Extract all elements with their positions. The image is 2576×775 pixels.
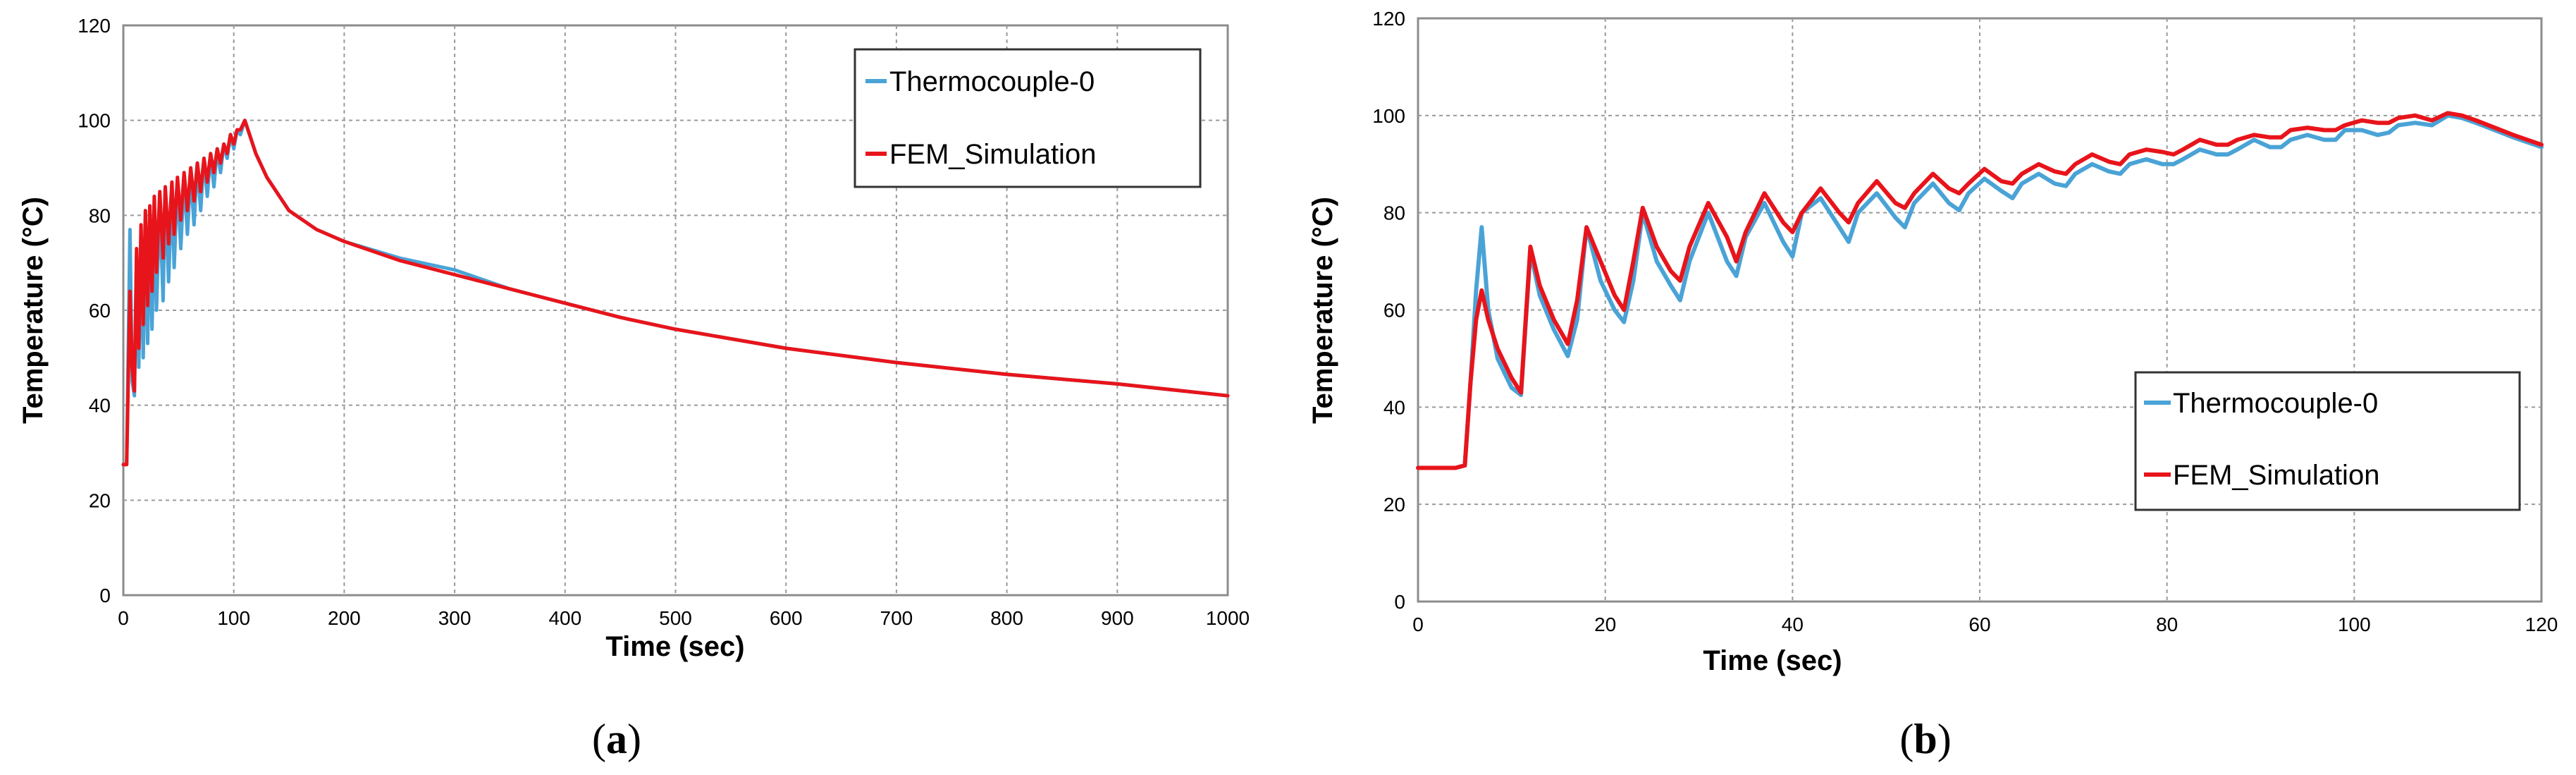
panel-b-series-fem xyxy=(1416,111,2544,470)
panel-b-label: (b) xyxy=(1899,716,1951,762)
panel-b-chart: 0 20 40 60 80 100 120 0 20 40 60 80 100 120 Temperat… xyxy=(1307,8,2558,762)
panel-b-series-thermocouple xyxy=(1416,113,2544,470)
panel-b-y-tick-label: 20 xyxy=(1383,494,1405,515)
panel-b-series-lines xyxy=(1416,111,2544,470)
panel-a-legend: Thermocouple-0 FEM_Simulation xyxy=(853,48,1202,188)
panel-a-legend-label-thermocouple: Thermocouple-0 xyxy=(889,66,1095,97)
panel-a-series-fem xyxy=(121,118,1230,467)
panel-a-y-tick-label: 0 xyxy=(99,585,111,606)
panel-a-label-letter: a xyxy=(606,716,627,762)
panel-a-y-tick-label: 20 xyxy=(89,489,111,511)
panel-b-legend-label-thermocouple: Thermocouple-0 xyxy=(2173,388,2378,419)
panel-b-x-tick-label: 60 xyxy=(1968,614,1990,635)
panel-b-y-tick-label: 60 xyxy=(1383,300,1405,322)
panel-a-x-tick-label: 900 xyxy=(1101,607,1134,629)
panel-a-x-tick-label: 300 xyxy=(438,607,472,629)
panel-a-x-tick-label: 800 xyxy=(990,607,1023,629)
panel-b-x-axis-title: Time (sec) xyxy=(1703,645,1842,676)
panel-b-y-axis-title: Temperature (°C) xyxy=(1307,197,1338,424)
panel-a-legend-box xyxy=(853,48,1202,188)
panel-b-legend-box xyxy=(2134,371,2521,511)
panel-a-x-tick-label: 200 xyxy=(328,607,361,629)
panel-a-chart: 0 20 40 60 80 100 120 0 100 200 300 400 500 600 700 80… xyxy=(18,15,1250,762)
panel-a-y-axis-title: Temperature (°C) xyxy=(18,197,49,424)
panel-a-x-tick-label: 700 xyxy=(880,607,913,629)
panel-b-y-tick-label: 0 xyxy=(1394,591,1405,613)
panel-b-y-tick-labels: 0 20 40 60 80 100 120 xyxy=(1372,8,1405,613)
panel-a-y-tick-label: 100 xyxy=(78,110,111,132)
panel-a-x-tick-labels: 0 100 200 300 400 500 600 700 800 900 1000 xyxy=(118,607,1250,629)
panel-a-y-tick-labels: 0 20 40 60 80 100 120 xyxy=(78,15,111,606)
panel-a-label: (a) xyxy=(592,716,641,762)
panel-b-gridlines xyxy=(1418,18,2541,602)
panel-a-y-tick-label: 40 xyxy=(89,395,111,417)
panel-b-x-tick-label: 0 xyxy=(1412,614,1424,635)
panel-a-series-lines xyxy=(121,118,1230,467)
panel-a-x-tick-label: 400 xyxy=(548,607,581,629)
panel-b-y-tick-label: 40 xyxy=(1383,396,1405,418)
panel-a-x-tick-label: 1000 xyxy=(1206,607,1250,629)
panel-a-x-tick-label: 0 xyxy=(118,607,129,629)
panel-b-x-tick-label: 80 xyxy=(2156,614,2178,635)
panel-a-y-tick-label: 120 xyxy=(78,15,111,37)
panel-a-y-tick-label: 80 xyxy=(89,205,111,226)
panel-b-x-tick-label: 100 xyxy=(2338,614,2371,635)
panel-a-x-tick-label: 600 xyxy=(770,607,803,629)
panel-b-legend-label-fem: FEM_Simulation xyxy=(2173,460,2379,491)
panel-a-x-tick-label: 500 xyxy=(659,607,692,629)
panel-a-x-tick-label: 100 xyxy=(217,607,250,629)
panel-b-y-tick-label: 120 xyxy=(1372,8,1405,30)
panel-a-y-tick-label: 60 xyxy=(89,300,111,322)
panel-b-y-tick-label: 100 xyxy=(1372,105,1405,127)
panel-b-x-tick-label: 120 xyxy=(2525,614,2558,635)
panel-b-x-tick-label: 40 xyxy=(1782,614,1804,635)
panel-a-legend-label-fem: FEM_Simulation xyxy=(889,139,1096,170)
panel-b-x-tick-labels: 0 20 40 60 80 100 120 xyxy=(1412,614,2558,635)
panel-b-y-tick-label: 80 xyxy=(1383,202,1405,224)
panel-a-x-axis-title: Time (sec) xyxy=(605,631,744,662)
panel-b-legend: Thermocouple-0 FEM_Simulation xyxy=(2134,371,2521,511)
panel-b-label-letter: b xyxy=(1913,716,1937,762)
panel-b-x-tick-label: 20 xyxy=(1594,614,1616,635)
